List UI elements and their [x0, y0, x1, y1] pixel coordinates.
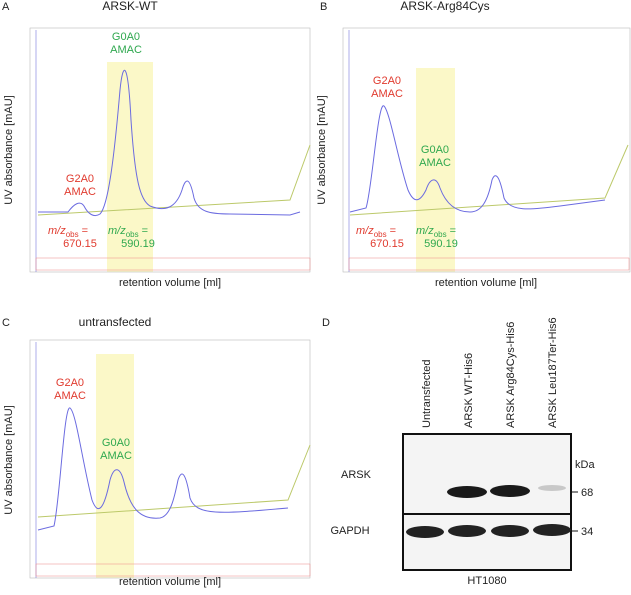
band — [447, 486, 487, 498]
row-label: ARSK — [341, 469, 372, 481]
plot-frame — [29, 27, 311, 273]
blot-frame — [402, 433, 572, 571]
panel-title: ARSK-WT — [102, 0, 158, 13]
panel-c: C untransfected UV absorbance [mAU] rete… — [2, 315, 311, 588]
mz-value: 670.15 — [63, 238, 97, 250]
panel-title: ARSK-Arg84Cys — [400, 0, 489, 13]
plot-frame — [29, 339, 311, 579]
panel-d: D Untransfected ARSK WT-His6 ARSK Arg84C… — [322, 317, 595, 587]
lane-label: ARSK Leu187Ter-His6 — [547, 317, 559, 428]
band — [406, 526, 444, 538]
panel-a: A ARSK-WT UV absorbance [mAU] retention … — [2, 0, 311, 289]
gradient-line — [349, 144, 629, 216]
annotation: AMAC — [54, 390, 86, 402]
annotation: AMAC — [419, 157, 451, 169]
marker-label: 68 — [581, 487, 593, 499]
cell-line: HT1080 — [467, 575, 506, 587]
highlight-band — [416, 68, 455, 272]
y-axis-label: UV absorbance [mAU] — [316, 95, 328, 204]
lane-label: ARSK Arg84Cys-His6 — [505, 322, 517, 428]
fraction-strip — [348, 257, 630, 271]
mz-value: 670.15 — [370, 238, 404, 250]
annotation: AMAC — [110, 44, 142, 56]
mz-value: 590.19 — [121, 238, 155, 250]
fraction-strip — [35, 257, 311, 271]
uv-trace — [349, 105, 606, 213]
uv-trace — [37, 407, 289, 531]
annotation: G0A0 — [112, 31, 140, 43]
panel-letter: D — [322, 317, 330, 329]
uv-trace — [38, 69, 301, 217]
plot-frame — [342, 27, 631, 273]
mz-label: m/zobs = — [108, 225, 148, 239]
mz-label: m/zobs = — [48, 225, 88, 239]
gradient-line — [37, 144, 311, 216]
annotation: G0A0 — [421, 144, 449, 156]
marker-label: 34 — [581, 526, 593, 538]
panel-letter: A — [2, 1, 10, 13]
panel-title: untransfected — [79, 315, 152, 329]
annotation: G2A0 — [66, 173, 94, 185]
fraction-strip — [35, 563, 311, 577]
gradient-line — [37, 444, 311, 518]
annotation: AMAC — [100, 450, 132, 462]
band — [491, 525, 529, 537]
mz-value: 590.19 — [424, 238, 458, 250]
lane-label: Untransfected — [421, 360, 433, 428]
panel-letter: B — [320, 1, 327, 13]
x-axis-label: retention volume [ml] — [119, 576, 221, 588]
mz-label: m/zobs = — [416, 225, 456, 239]
unit-label: kDa — [575, 459, 595, 471]
x-axis-label: retention volume [ml] — [119, 277, 221, 289]
highlight-band — [96, 354, 134, 578]
annotation: G0A0 — [102, 437, 130, 449]
panel-b: B ARSK-Arg84Cys UV absorbance [mAU] rete… — [316, 0, 631, 289]
band — [448, 525, 486, 537]
y-axis-label: UV absorbance [mAU] — [3, 95, 15, 204]
band — [538, 485, 566, 491]
mz-label: m/zobs = — [356, 225, 396, 239]
row-label: GAPDH — [330, 525, 369, 537]
annotation: AMAC — [64, 186, 96, 198]
band — [533, 524, 571, 536]
band — [490, 485, 530, 497]
lane-label: ARSK WT-His6 — [463, 353, 475, 428]
y-axis-label: UV absorbance [mAU] — [3, 405, 15, 514]
annotation: G2A0 — [373, 75, 401, 87]
panel-letter: C — [2, 317, 10, 329]
x-axis-label: retention volume [ml] — [435, 277, 537, 289]
annotation: AMAC — [371, 88, 403, 100]
annotation: G2A0 — [56, 377, 84, 389]
